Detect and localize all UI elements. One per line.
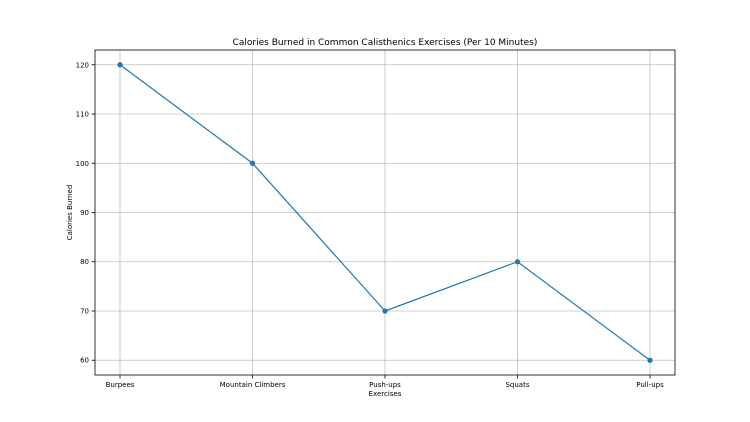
series-layer [117,62,653,363]
x-tick-label: Burpees [106,381,135,389]
x-tick-label: Squats [505,381,529,389]
y-tick-label: 90 [80,209,89,217]
x-tick-label: Push-ups [369,381,401,389]
data-point [514,259,521,265]
y-tick-label: 60 [80,357,89,365]
data-point [382,308,388,314]
grid-layer [95,50,675,375]
y-tick-label: 120 [76,61,89,69]
data-point [647,357,653,363]
data-point [249,160,256,166]
ticks-layer: Burpees Mountain Climbers Push-ups Squats Pu… [76,61,664,389]
chart-title: Calories Burned in Common Calisthenics E… [233,38,538,48]
y-tick-label: 110 [76,111,89,119]
x-tick-label: Mountain Climbers [220,381,286,389]
x-tick-label: Pull-ups [636,381,664,389]
x-axis-label: Exercises [369,390,402,398]
data-point [117,62,123,68]
y-tick-label: 80 [80,258,89,266]
y-tick-label: 70 [80,307,89,315]
y-tick-label: 100 [76,160,89,168]
y-axis-label: Calories Burned [66,185,74,241]
